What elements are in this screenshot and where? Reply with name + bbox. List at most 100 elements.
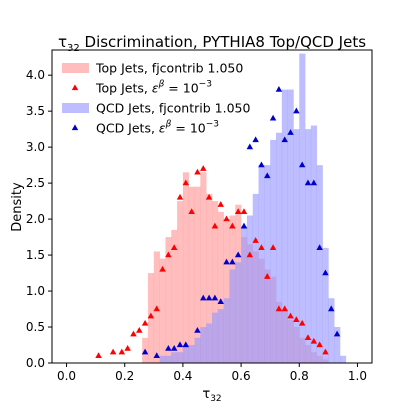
top-marker-point — [147, 312, 155, 319]
qcd-marker-point — [200, 294, 207, 301]
hist-bar-qcd — [258, 165, 265, 363]
legend-label: Top Jets, εβ = 10−3 — [95, 80, 212, 96]
top-marker-point — [240, 208, 248, 215]
x-axis-label: τ32 — [202, 387, 221, 404]
qcd-marker-point — [176, 341, 184, 348]
qcd-marker-point — [304, 179, 312, 186]
y-tick-label: 2.0 — [26, 212, 45, 226]
hist-bar-qcd — [252, 193, 259, 363]
top-marker-point — [275, 305, 283, 312]
top-marker-point — [153, 305, 160, 312]
hist-bar-qcd — [171, 352, 178, 363]
top-marker-point — [124, 345, 131, 351]
hist-bar-qcd — [212, 312, 219, 363]
hist-bar-qcd — [229, 269, 236, 363]
qcd-marker-point — [182, 341, 190, 348]
hist-bar-qcd — [322, 247, 329, 363]
plot-frame — [51, 49, 373, 364]
top-marker-point — [287, 312, 294, 319]
top-marker-point — [194, 168, 201, 175]
x-tick-label: 0.6 — [232, 369, 251, 383]
top-marker-point — [188, 208, 195, 215]
top-marker-point — [217, 201, 224, 207]
y-tick-label: 1.0 — [26, 284, 45, 298]
hist-bar-top — [200, 172, 207, 363]
histogram-layer — [142, 53, 347, 364]
qcd-marker-point — [310, 179, 318, 186]
y-ticks: 0.0 0.5 1.0 1.5 2.0 2.5 3.0 3.5 4.0 — [26, 68, 52, 370]
top-marker-point — [264, 273, 271, 279]
top-marker-point — [141, 319, 149, 326]
hist-bar-qcd — [334, 327, 341, 363]
legend: Top Jets, fjcontrib 1.050 Top Jets, εβ = … — [62, 61, 250, 136]
hist-bar-qcd — [299, 53, 306, 363]
top-marker-point — [246, 251, 254, 258]
chart-title: τ32 Discrimination, PYTHIA8 Top/QCD Jets — [58, 33, 366, 54]
hist-bar-qcd — [217, 309, 224, 363]
y-axis-label: Density — [10, 182, 25, 232]
qcd-marker-point — [281, 136, 288, 143]
top-marker-point — [211, 222, 219, 229]
hist-bar-top — [165, 237, 172, 363]
top-marker-point — [182, 179, 190, 186]
y-tick-label: 2.5 — [26, 176, 45, 190]
qcd-marker-point — [246, 143, 254, 150]
qcd-marker-point — [165, 345, 172, 351]
qcd-marker-point — [322, 269, 329, 276]
top-marker-point — [205, 193, 213, 200]
hist-bar-top — [212, 201, 219, 363]
top-marker-point — [293, 316, 300, 322]
qcd-marker-point — [258, 161, 265, 168]
top-marker-point — [229, 222, 236, 229]
qcd-marker-point — [234, 251, 242, 258]
hist-bar-qcd — [270, 139, 277, 363]
qcd-marker-point — [293, 107, 300, 114]
top-marker-point — [258, 244, 265, 251]
y-tick-label: 1.5 — [26, 248, 45, 262]
legend-label: Top Jets, fjcontrib 1.050 — [95, 61, 243, 76]
qcd-marker-point — [269, 114, 277, 121]
legend-swatch — [62, 63, 89, 73]
qcd-marker-point — [264, 172, 271, 179]
qcd-marker-point — [194, 327, 201, 333]
legend-label: QCD Jets, εβ = 10−3 — [96, 120, 219, 136]
hist-bar-qcd — [340, 355, 347, 363]
top-marker-point — [252, 237, 259, 243]
hist-bar-top — [223, 219, 230, 363]
top-marker-point — [136, 327, 143, 333]
top-marker-point — [322, 348, 329, 355]
qcd-marker-point — [298, 161, 306, 168]
qcd-marker-point — [316, 244, 323, 251]
hist-bar-qcd — [188, 345, 195, 363]
hist-bar-top — [159, 258, 166, 363]
hist-bar-qcd — [235, 262, 242, 363]
legend-marker — [71, 84, 79, 91]
hist-bar-top — [171, 229, 178, 363]
x-tick-label: 0.8 — [290, 369, 309, 383]
top-marker-point — [176, 193, 184, 200]
top-marker-point — [170, 244, 178, 251]
top-marker-point — [223, 215, 230, 222]
x-tick-label: 0.2 — [115, 369, 134, 383]
legend-label: QCD Jets, fjcontrib 1.050 — [96, 101, 250, 116]
y-tick-label: 0.5 — [26, 320, 45, 334]
x-tick-label: 1.0 — [348, 369, 367, 383]
legend-marker — [71, 124, 79, 131]
hist-bar-qcd — [241, 226, 248, 363]
qcd-marker-point — [287, 129, 294, 135]
top-marker-point — [165, 251, 172, 258]
hist-bar-qcd — [316, 165, 323, 363]
hist-bar-qcd — [165, 355, 172, 363]
legend-swatch — [62, 103, 89, 113]
hist-bar-qcd — [177, 352, 184, 363]
hist-bar-qcd — [182, 345, 190, 363]
hist-bar-qcd — [159, 355, 166, 363]
hist-bar-top — [206, 193, 213, 363]
hist-bar-qcd — [264, 165, 271, 363]
x-tick-label: 0.4 — [173, 369, 192, 383]
hist-bar-qcd — [223, 298, 230, 363]
y-tick-label: 0.0 — [26, 356, 45, 370]
hist-bar-top — [188, 186, 195, 363]
top-marker-point — [159, 265, 166, 272]
qcd-marker-point — [275, 85, 283, 92]
